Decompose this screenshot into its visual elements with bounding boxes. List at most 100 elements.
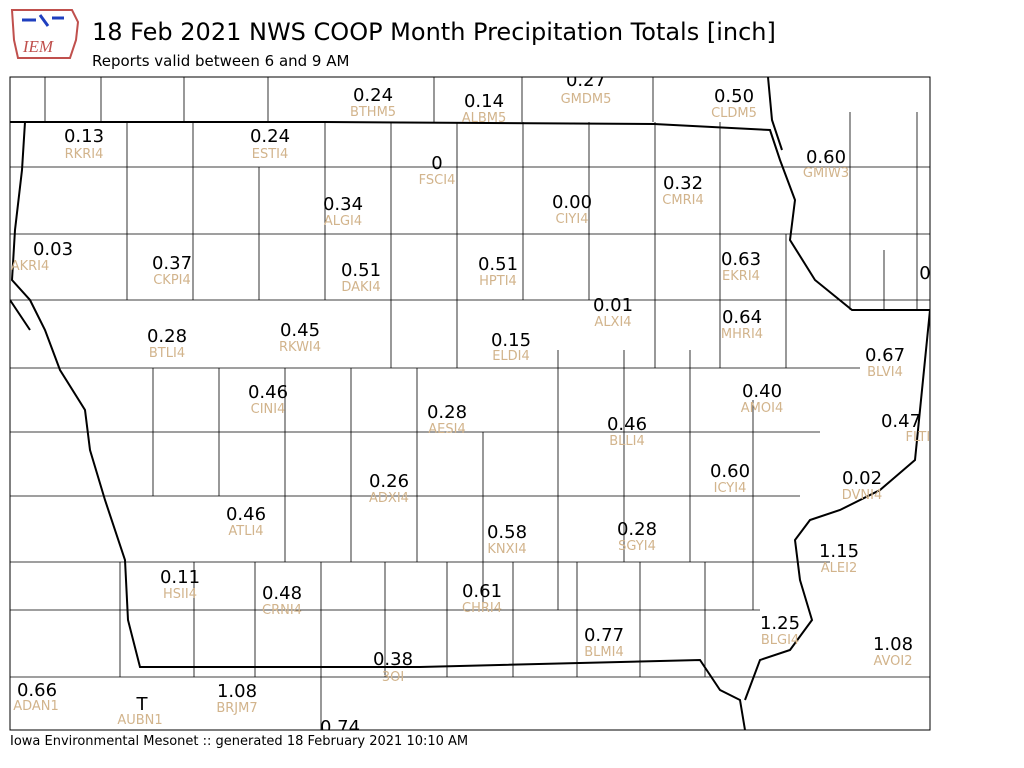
station-id: CLDM5 [711, 106, 757, 121]
station-value: 0.63 [721, 249, 761, 270]
river [10, 299, 31, 331]
station-value: 0.26 [369, 471, 409, 492]
station-id: KNXI4 [487, 542, 526, 557]
station-id: BLVI4 [867, 365, 903, 380]
station-value: 0.28 [147, 326, 187, 347]
station-value: 0.03 [33, 239, 73, 260]
station-value: 0.40 [742, 381, 782, 402]
station-value: 0.60 [806, 147, 846, 168]
station-value: 0.34 [323, 194, 363, 215]
station-value: 0.50 [714, 86, 754, 107]
station-id: CINI4 [251, 402, 286, 417]
station-id: AMOI4 [741, 401, 783, 416]
state-border-east [744, 309, 930, 701]
station-value: 0.64 [722, 307, 762, 328]
station-value: 1.08 [873, 634, 913, 655]
station-id: RKRI4 [65, 147, 104, 162]
station-value: 0.28 [617, 519, 657, 540]
station-value: 0.60 [710, 461, 750, 482]
station-id: AUBN1 [117, 713, 162, 728]
station-value: 0.13 [64, 126, 104, 147]
station-value: 0.45 [280, 320, 320, 341]
station-value: 0.24 [353, 85, 393, 106]
station-value: 0.48 [262, 583, 302, 604]
station-value: 0.51 [341, 260, 381, 281]
station-value: 0.66 [17, 680, 57, 701]
station-value: 0.51 [478, 254, 518, 275]
title: 18 Feb 2021 NWS COOP Month Precipitation… [92, 18, 776, 46]
map-frame [9, 76, 931, 731]
station-id: AESI4 [428, 422, 465, 437]
station-value: 0.77 [584, 625, 624, 646]
station-id: SGYI4 [618, 539, 656, 554]
station-value: 0.14 [464, 91, 504, 112]
station-value: 0.46 [226, 504, 266, 525]
station-id: 3OI [382, 670, 404, 685]
station-id: BTLI4 [149, 346, 185, 361]
station-id: CMRI4 [662, 193, 703, 208]
station-id: CIYI4 [556, 212, 589, 227]
state-border-north [10, 121, 930, 311]
station-id: BLLI4 [609, 434, 645, 449]
station-value: 0.32 [663, 173, 703, 194]
station-value: 0.01 [593, 295, 633, 316]
station-id: DVNI4 [842, 488, 883, 503]
station-id: BRJM7 [216, 701, 257, 716]
station-id: BLGI4 [761, 633, 799, 648]
station-id: CRNI4 [262, 603, 302, 618]
station-value: T [136, 694, 149, 715]
state-border-wi [767, 77, 783, 151]
station-id: AVOI2 [873, 654, 912, 669]
station-value: 0 [919, 263, 930, 284]
logo-text: IEM [22, 37, 54, 56]
station-value: 0.27 [566, 70, 606, 91]
station-id: HPTI4 [479, 274, 517, 289]
station-id: BTHM5 [350, 105, 396, 120]
station-value: 0 [431, 153, 442, 174]
station-id: ICYI4 [714, 481, 747, 496]
station-value: 0.00 [552, 192, 592, 213]
station-value: 0.61 [462, 581, 502, 602]
station-value: 0.46 [248, 382, 288, 403]
station-value: 0.11 [160, 567, 200, 588]
station-value: 0.37 [152, 253, 192, 274]
station-value: 0.67 [865, 345, 905, 366]
station-value: 0.28 [427, 402, 467, 423]
station-id: CHRI4 [462, 601, 502, 616]
station-id: ALGI4 [324, 214, 362, 229]
station-id: BLMI4 [584, 645, 623, 660]
station-id: AKRI4 [11, 259, 50, 274]
station-value: 0.38 [373, 649, 413, 670]
footer: Iowa Environmental Mesonet :: generated … [10, 734, 468, 749]
station-id: ADAN1 [13, 699, 59, 714]
station-value: 0.24 [250, 126, 290, 147]
station-id: RKWI4 [279, 340, 321, 355]
station-id: GMIW3 [803, 166, 849, 181]
station-value: 1.25 [760, 613, 800, 634]
station-value: 0.02 [842, 468, 882, 489]
station-id: FLTI2 [906, 430, 939, 445]
station-id: ATLI4 [228, 524, 263, 539]
station-value: 1.08 [217, 681, 257, 702]
station-value: 0.58 [487, 522, 527, 543]
state-border-west-south [10, 121, 746, 730]
station-id: ALBM5 [462, 111, 507, 126]
station-value: 0.47 [881, 411, 921, 432]
station-id: CKPI4 [153, 273, 191, 288]
station-id: HSII4 [163, 587, 197, 602]
station-value: 0.46 [607, 414, 647, 435]
station-id: ELDI4 [492, 349, 530, 364]
county-lines [10, 77, 930, 730]
station-id: EKRI4 [722, 269, 760, 284]
station-id: ALEI2 [821, 561, 857, 576]
logo: IEM [10, 9, 80, 59]
subtitle: Reports valid between 6 and 9 AM [92, 52, 349, 70]
station-id: GMDM5 [561, 92, 612, 107]
station-id: ALXI4 [594, 315, 631, 330]
station-id: MHRI4 [721, 327, 763, 342]
station-value: 0.15 [491, 330, 531, 351]
station-value: 1.15 [819, 541, 859, 562]
